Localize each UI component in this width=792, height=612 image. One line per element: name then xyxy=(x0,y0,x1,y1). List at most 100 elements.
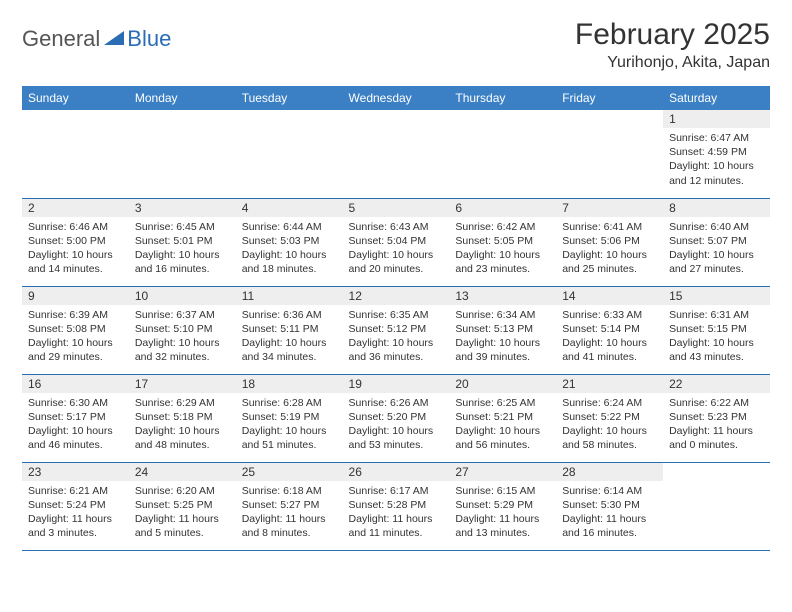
calendar-week-row: 1Sunrise: 6:47 AMSunset: 4:59 PMDaylight… xyxy=(22,110,770,198)
day-number: 12 xyxy=(343,287,450,305)
calendar-cell xyxy=(663,462,770,550)
sunset-text: Sunset: 4:59 PM xyxy=(669,145,764,159)
sunset-text: Sunset: 5:04 PM xyxy=(349,234,444,248)
day-details: Sunrise: 6:20 AMSunset: 5:25 PMDaylight:… xyxy=(129,481,236,545)
dayname-wed: Wednesday xyxy=(343,86,450,110)
daylight-text: Daylight: 11 hours and 5 minutes. xyxy=(135,512,230,540)
day-details: Sunrise: 6:26 AMSunset: 5:20 PMDaylight:… xyxy=(343,393,450,457)
sunset-text: Sunset: 5:14 PM xyxy=(562,322,657,336)
sunset-text: Sunset: 5:05 PM xyxy=(455,234,550,248)
calendar-cell: 4Sunrise: 6:44 AMSunset: 5:03 PMDaylight… xyxy=(236,198,343,286)
daylight-text: Daylight: 10 hours and 41 minutes. xyxy=(562,336,657,364)
day-number xyxy=(129,110,236,114)
daylight-text: Daylight: 10 hours and 34 minutes. xyxy=(242,336,337,364)
daylight-text: Daylight: 10 hours and 27 minutes. xyxy=(669,248,764,276)
calendar-cell: 27Sunrise: 6:15 AMSunset: 5:29 PMDayligh… xyxy=(449,462,556,550)
sunrise-text: Sunrise: 6:29 AM xyxy=(135,396,230,410)
daylight-text: Daylight: 11 hours and 11 minutes. xyxy=(349,512,444,540)
daylight-text: Daylight: 10 hours and 32 minutes. xyxy=(135,336,230,364)
location-subtitle: Yurihonjo, Akita, Japan xyxy=(575,54,770,72)
day-details: Sunrise: 6:33 AMSunset: 5:14 PMDaylight:… xyxy=(556,305,663,369)
calendar-cell: 23Sunrise: 6:21 AMSunset: 5:24 PMDayligh… xyxy=(22,462,129,550)
day-number: 24 xyxy=(129,463,236,481)
day-number: 17 xyxy=(129,375,236,393)
sunset-text: Sunset: 5:29 PM xyxy=(455,498,550,512)
day-number: 3 xyxy=(129,199,236,217)
dayname-sun: Sunday xyxy=(22,86,129,110)
day-details: Sunrise: 6:15 AMSunset: 5:29 PMDaylight:… xyxy=(449,481,556,545)
day-details: Sunrise: 6:21 AMSunset: 5:24 PMDaylight:… xyxy=(22,481,129,545)
sunrise-text: Sunrise: 6:21 AM xyxy=(28,484,123,498)
calendar-cell: 7Sunrise: 6:41 AMSunset: 5:06 PMDaylight… xyxy=(556,198,663,286)
sunset-text: Sunset: 5:24 PM xyxy=(28,498,123,512)
day-number: 11 xyxy=(236,287,343,305)
calendar-cell xyxy=(236,110,343,198)
sunrise-text: Sunrise: 6:37 AM xyxy=(135,308,230,322)
day-number: 25 xyxy=(236,463,343,481)
daylight-text: Daylight: 10 hours and 56 minutes. xyxy=(455,424,550,452)
sunset-text: Sunset: 5:13 PM xyxy=(455,322,550,336)
sunrise-text: Sunrise: 6:14 AM xyxy=(562,484,657,498)
sunrise-text: Sunrise: 6:26 AM xyxy=(349,396,444,410)
day-number xyxy=(22,110,129,114)
calendar-cell: 19Sunrise: 6:26 AMSunset: 5:20 PMDayligh… xyxy=(343,374,450,462)
day-details: Sunrise: 6:14 AMSunset: 5:30 PMDaylight:… xyxy=(556,481,663,545)
day-details: Sunrise: 6:47 AMSunset: 4:59 PMDaylight:… xyxy=(663,128,770,192)
day-details: Sunrise: 6:31 AMSunset: 5:15 PMDaylight:… xyxy=(663,305,770,369)
daylight-text: Daylight: 10 hours and 20 minutes. xyxy=(349,248,444,276)
sunset-text: Sunset: 5:20 PM xyxy=(349,410,444,424)
daylight-text: Daylight: 10 hours and 12 minutes. xyxy=(669,159,764,187)
calendar-cell: 21Sunrise: 6:24 AMSunset: 5:22 PMDayligh… xyxy=(556,374,663,462)
sunrise-text: Sunrise: 6:17 AM xyxy=(349,484,444,498)
sunset-text: Sunset: 5:25 PM xyxy=(135,498,230,512)
daylight-text: Daylight: 11 hours and 16 minutes. xyxy=(562,512,657,540)
sunrise-text: Sunrise: 6:31 AM xyxy=(669,308,764,322)
calendar-cell: 2Sunrise: 6:46 AMSunset: 5:00 PMDaylight… xyxy=(22,198,129,286)
logo: General Blue xyxy=(22,18,171,52)
sunset-text: Sunset: 5:18 PM xyxy=(135,410,230,424)
daylight-text: Daylight: 10 hours and 16 minutes. xyxy=(135,248,230,276)
sunset-text: Sunset: 5:11 PM xyxy=(242,322,337,336)
calendar-cell: 25Sunrise: 6:18 AMSunset: 5:27 PMDayligh… xyxy=(236,462,343,550)
day-number: 23 xyxy=(22,463,129,481)
calendar-cell: 14Sunrise: 6:33 AMSunset: 5:14 PMDayligh… xyxy=(556,286,663,374)
dayname-thu: Thursday xyxy=(449,86,556,110)
daylight-text: Daylight: 10 hours and 18 minutes. xyxy=(242,248,337,276)
day-details: Sunrise: 6:44 AMSunset: 5:03 PMDaylight:… xyxy=(236,217,343,281)
daylight-text: Daylight: 10 hours and 58 minutes. xyxy=(562,424,657,452)
sunset-text: Sunset: 5:15 PM xyxy=(669,322,764,336)
calendar-week-row: 2Sunrise: 6:46 AMSunset: 5:00 PMDaylight… xyxy=(22,198,770,286)
dayname-fri: Friday xyxy=(556,86,663,110)
day-details: Sunrise: 6:24 AMSunset: 5:22 PMDaylight:… xyxy=(556,393,663,457)
calendar-cell: 15Sunrise: 6:31 AMSunset: 5:15 PMDayligh… xyxy=(663,286,770,374)
day-number: 14 xyxy=(556,287,663,305)
sunset-text: Sunset: 5:28 PM xyxy=(349,498,444,512)
sunrise-text: Sunrise: 6:47 AM xyxy=(669,131,764,145)
day-number xyxy=(236,110,343,114)
sunrise-text: Sunrise: 6:15 AM xyxy=(455,484,550,498)
calendar-cell: 6Sunrise: 6:42 AMSunset: 5:05 PMDaylight… xyxy=(449,198,556,286)
day-number: 4 xyxy=(236,199,343,217)
day-number xyxy=(449,110,556,114)
calendar-cell xyxy=(129,110,236,198)
sunrise-text: Sunrise: 6:33 AM xyxy=(562,308,657,322)
calendar-cell xyxy=(22,110,129,198)
logo-text-blue: Blue xyxy=(127,26,171,52)
sunrise-text: Sunrise: 6:28 AM xyxy=(242,396,337,410)
calendar-head-row: Sunday Monday Tuesday Wednesday Thursday… xyxy=(22,86,770,110)
calendar-cell: 9Sunrise: 6:39 AMSunset: 5:08 PMDaylight… xyxy=(22,286,129,374)
calendar-cell: 20Sunrise: 6:25 AMSunset: 5:21 PMDayligh… xyxy=(449,374,556,462)
sunrise-text: Sunrise: 6:40 AM xyxy=(669,220,764,234)
sunrise-text: Sunrise: 6:35 AM xyxy=(349,308,444,322)
calendar-cell xyxy=(343,110,450,198)
sunrise-text: Sunrise: 6:22 AM xyxy=(669,396,764,410)
day-details: Sunrise: 6:30 AMSunset: 5:17 PMDaylight:… xyxy=(22,393,129,457)
daylight-text: Daylight: 11 hours and 3 minutes. xyxy=(28,512,123,540)
day-details: Sunrise: 6:22 AMSunset: 5:23 PMDaylight:… xyxy=(663,393,770,457)
calendar-table: Sunday Monday Tuesday Wednesday Thursday… xyxy=(22,86,770,551)
calendar-cell: 22Sunrise: 6:22 AMSunset: 5:23 PMDayligh… xyxy=(663,374,770,462)
sunrise-text: Sunrise: 6:25 AM xyxy=(455,396,550,410)
day-details: Sunrise: 6:42 AMSunset: 5:05 PMDaylight:… xyxy=(449,217,556,281)
sunrise-text: Sunrise: 6:42 AM xyxy=(455,220,550,234)
day-details: Sunrise: 6:36 AMSunset: 5:11 PMDaylight:… xyxy=(236,305,343,369)
